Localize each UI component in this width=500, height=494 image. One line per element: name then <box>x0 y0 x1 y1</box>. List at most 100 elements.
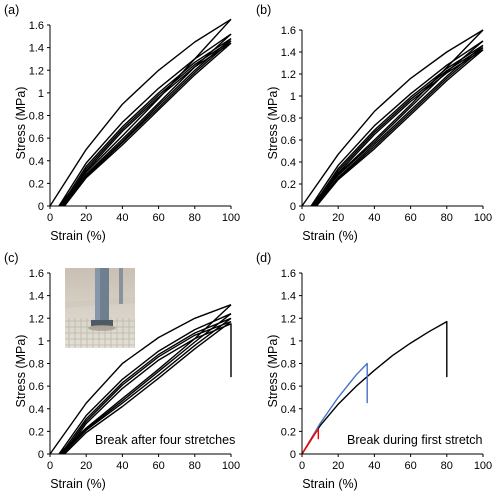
series-line-10 <box>315 49 484 207</box>
y-tick-label: 0 <box>290 201 296 213</box>
x-tick-label: 20 <box>80 460 92 472</box>
panel-label: (c) <box>4 251 19 265</box>
y-tick-label: 0.6 <box>281 135 296 147</box>
y-tick-label: 1.4 <box>281 291 296 303</box>
x-tick-label: 60 <box>404 212 416 224</box>
series-line-3 <box>310 40 484 207</box>
x-tick-label: 40 <box>116 460 128 472</box>
x-tick-label: 40 <box>368 460 380 472</box>
y-tick-label: 0.4 <box>29 156 44 168</box>
y-axis-label: Stress (MPa) <box>266 87 280 160</box>
y-tick-label: 0.2 <box>281 426 296 438</box>
panel-label: (d) <box>256 251 271 265</box>
series-line-3 <box>301 428 319 455</box>
series-line-10 <box>63 42 232 207</box>
x-tick-label: 40 <box>368 212 380 224</box>
series-line-1 <box>49 304 232 455</box>
y-tick-label: 1 <box>290 91 296 103</box>
y-tick-label: 1.6 <box>281 268 296 280</box>
y-tick-label: 1.2 <box>281 313 296 325</box>
y-tick-label: 0 <box>290 449 296 461</box>
y-tick-label: 0 <box>38 449 44 461</box>
series-line-7 <box>314 47 484 207</box>
x-tick-label: 40 <box>116 212 128 224</box>
y-tick-label: 1.6 <box>29 268 44 280</box>
series-line-7 <box>62 320 232 455</box>
series-line-4 <box>60 313 232 455</box>
x-tick-label: 80 <box>441 212 453 224</box>
series-line-1 <box>301 29 484 207</box>
series-line-7 <box>62 40 232 207</box>
y-tick-label: 0.2 <box>29 426 44 438</box>
series-line-1 <box>301 320 448 455</box>
x-tick-label: 0 <box>47 212 53 224</box>
x-tick-label: 100 <box>222 460 240 472</box>
y-tick-label: 1.6 <box>281 25 296 37</box>
x-tick-label: 100 <box>474 460 492 472</box>
panel-b: (b) Stress (MPa) Strain (%) 0 0.2 0.4 0.6 0.… <box>256 3 492 243</box>
y-tick-label: 1.4 <box>29 43 44 55</box>
x-tick-label: 0 <box>299 212 305 224</box>
y-tick-label: 1 <box>38 88 44 100</box>
annotation: Break during first stretch <box>347 433 483 447</box>
y-tick-label: 0.6 <box>29 133 44 145</box>
y-tick-label: 1.4 <box>281 47 296 59</box>
series-line-5 <box>60 38 232 207</box>
x-tick-label: 80 <box>189 460 201 472</box>
x-axis-label: Strain (%) <box>50 477 106 491</box>
x-tick-label: 80 <box>441 460 453 472</box>
inset-photo <box>64 268 136 348</box>
x-tick-label: 0 <box>47 460 53 472</box>
y-tick-label: 0.8 <box>29 111 44 123</box>
x-tick-label: 0 <box>299 460 305 472</box>
panel-label: (a) <box>4 3 19 17</box>
x-tick-label: 20 <box>332 212 344 224</box>
x-tick-label: 100 <box>222 212 240 224</box>
y-tick-label: 1 <box>290 336 296 348</box>
series-line-3 <box>58 313 232 455</box>
x-tick-label: 100 <box>474 212 492 224</box>
y-tick-label: 0.2 <box>281 179 296 191</box>
y-tick-label: 0.4 <box>29 404 44 416</box>
x-tick-label: 80 <box>189 212 201 224</box>
y-tick-label: 0.6 <box>29 381 44 393</box>
series-line-6 <box>62 317 232 455</box>
y-axis-label: Stress (MPa) <box>14 87 28 160</box>
series-line-1 <box>49 18 232 207</box>
x-axis-label: Strain (%) <box>50 229 106 243</box>
x-tick-label: 20 <box>80 212 92 224</box>
y-tick-label: 1.6 <box>29 20 44 32</box>
y-tick-label: 1.4 <box>29 291 44 303</box>
y-axis-label: Stress (MPa) <box>266 335 280 408</box>
y-tick-label: 0.6 <box>281 381 296 393</box>
y-tick-label: 0.4 <box>281 404 296 416</box>
annotation: Break after four stretches <box>95 433 235 447</box>
y-tick-label: 0.8 <box>281 359 296 371</box>
series-line-9 <box>63 323 232 455</box>
y-tick-label: 0.4 <box>281 157 296 169</box>
y-tick-label: 0.8 <box>281 113 296 125</box>
panel-d: (d) Stress (MPa) Strain (%) 0 0.2 0.4 0.6 0.… <box>256 251 492 491</box>
x-axis-label: Strain (%) <box>302 477 358 491</box>
x-tick-label: 60 <box>404 460 416 472</box>
y-tick-label: 1.2 <box>29 65 44 77</box>
panel-a: (a) Stress (MPa) Strain (%) 0 0.2 0.4 0.6 0.… <box>4 3 240 243</box>
series-line-2 <box>301 362 368 455</box>
series-line-9 <box>63 42 232 207</box>
y-tick-label: 1 <box>38 336 44 348</box>
y-tick-label: 0.8 <box>29 359 44 371</box>
y-tick-label: 1.2 <box>281 69 296 81</box>
y-tick-label: 0 <box>38 201 44 213</box>
x-tick-label: 60 <box>152 212 164 224</box>
panel-label: (b) <box>256 3 271 17</box>
series-line-3 <box>58 33 232 207</box>
y-tick-label: 0.2 <box>29 178 44 190</box>
x-tick-label: 20 <box>332 460 344 472</box>
series-line-8 <box>64 321 232 455</box>
series-line-5 <box>312 44 484 207</box>
x-tick-label: 60 <box>152 460 164 472</box>
panel-c: (c) Stress (MPa) Strain (%) 0 0.2 0.4 0.6 0.… <box>4 251 240 491</box>
y-tick-label: 1.2 <box>29 313 44 325</box>
series-line-9 <box>315 49 484 207</box>
